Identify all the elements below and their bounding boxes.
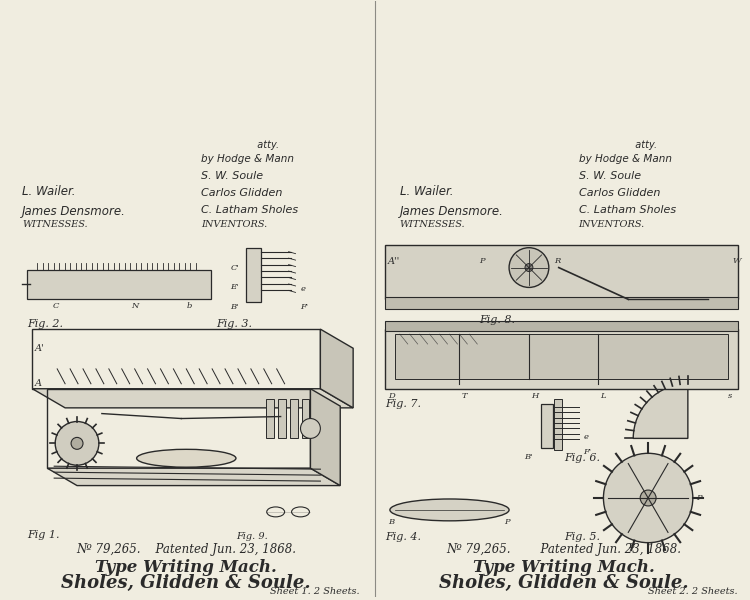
Text: S. W. Soule: S. W. Soule [201, 171, 263, 181]
Text: A'': A'' [388, 257, 400, 266]
Text: C. Latham Sholes: C. Latham Sholes [201, 205, 298, 215]
Text: atty.: atty. [201, 140, 279, 151]
Text: B': B' [524, 453, 532, 461]
Text: by Hodge & Mann: by Hodge & Mann [578, 154, 671, 164]
Text: Fig. 9.: Fig. 9. [236, 532, 268, 541]
Text: F': F' [584, 448, 592, 457]
Ellipse shape [390, 499, 509, 521]
FancyBboxPatch shape [541, 404, 553, 448]
Text: Nº 79,265.    Patented Jun. 23, 1868.: Nº 79,265. Patented Jun. 23, 1868. [76, 542, 296, 556]
Circle shape [640, 490, 656, 506]
Text: P: P [504, 518, 510, 526]
Text: Fig. 3.: Fig. 3. [216, 319, 252, 329]
FancyBboxPatch shape [278, 398, 286, 439]
Text: Fig. 6.: Fig. 6. [564, 453, 600, 463]
Text: Carlos Glidden: Carlos Glidden [201, 188, 283, 198]
FancyBboxPatch shape [554, 398, 562, 451]
Text: Nº 79,265.        Patented Jun. 23, 1868.: Nº 79,265. Patented Jun. 23, 1868. [446, 542, 681, 556]
Text: Fig 1.: Fig 1. [28, 530, 60, 540]
FancyBboxPatch shape [394, 334, 728, 379]
FancyBboxPatch shape [302, 398, 310, 439]
Text: L: L [601, 392, 606, 400]
Wedge shape [633, 384, 688, 439]
Text: T: T [461, 392, 467, 400]
FancyBboxPatch shape [385, 321, 737, 331]
Text: F': F' [301, 303, 308, 311]
FancyBboxPatch shape [385, 298, 737, 309]
Text: L. Wailer.: L. Wailer. [22, 185, 76, 198]
Ellipse shape [136, 449, 236, 467]
Text: b: b [186, 302, 192, 310]
Text: B': B' [230, 303, 239, 311]
Circle shape [509, 248, 549, 287]
Text: WITNESSES.: WITNESSES. [22, 220, 88, 229]
Circle shape [604, 453, 693, 542]
Text: James Densmore.: James Densmore. [22, 205, 126, 218]
Text: Sholes, Glidden & Soule.: Sholes, Glidden & Soule. [439, 574, 688, 592]
Text: Sholes, Glidden & Soule.: Sholes, Glidden & Soule. [62, 574, 311, 592]
Text: Type Writing Mach.: Type Writing Mach. [95, 559, 278, 575]
Text: R: R [554, 257, 560, 265]
Text: W: W [733, 257, 741, 265]
Text: INVENTORS.: INVENTORS. [578, 220, 645, 229]
Text: s: s [728, 392, 732, 400]
Text: Fig. 7.: Fig. 7. [385, 398, 421, 409]
Text: Fig. 2.: Fig. 2. [28, 319, 64, 329]
Text: Fig. 8.: Fig. 8. [479, 315, 515, 325]
FancyBboxPatch shape [246, 248, 261, 302]
Text: C: C [53, 302, 58, 310]
Text: C': C' [230, 263, 239, 272]
Text: L. Wailer.: L. Wailer. [400, 185, 453, 198]
Text: e: e [301, 286, 305, 293]
FancyBboxPatch shape [385, 245, 737, 299]
Text: Type Writing Mach.: Type Writing Mach. [472, 559, 655, 575]
Text: e: e [584, 433, 589, 442]
Text: P: P [479, 257, 485, 265]
Polygon shape [47, 468, 340, 485]
Text: James Densmore.: James Densmore. [400, 205, 504, 218]
Circle shape [525, 263, 533, 272]
FancyBboxPatch shape [28, 269, 211, 299]
FancyBboxPatch shape [385, 329, 737, 389]
Text: E': E' [230, 283, 239, 292]
Text: S. W. Soule: S. W. Soule [578, 171, 640, 181]
Circle shape [301, 419, 320, 439]
Text: P: P [696, 494, 701, 502]
Text: WITNESSES.: WITNESSES. [400, 220, 466, 229]
Text: H: H [531, 392, 538, 400]
Text: Sheet 1. 2 Sheets.: Sheet 1. 2 Sheets. [271, 587, 360, 596]
Text: Sheet 2. 2 Sheets.: Sheet 2. 2 Sheets. [648, 587, 737, 596]
Text: D: D [388, 392, 394, 400]
Circle shape [71, 437, 83, 449]
Text: Fig. 5.: Fig. 5. [564, 532, 600, 542]
Polygon shape [320, 329, 353, 408]
Polygon shape [32, 389, 353, 408]
Text: Fig. 4.: Fig. 4. [385, 532, 421, 542]
Text: B: B [388, 518, 394, 526]
FancyBboxPatch shape [290, 398, 298, 439]
Text: C. Latham Sholes: C. Latham Sholes [578, 205, 676, 215]
Polygon shape [310, 389, 340, 485]
Text: A: A [34, 379, 41, 388]
Text: Carlos Glidden: Carlos Glidden [578, 188, 660, 198]
Text: B: B [628, 542, 634, 550]
Circle shape [56, 422, 99, 465]
Text: by Hodge & Mann: by Hodge & Mann [201, 154, 294, 164]
Text: INVENTORS.: INVENTORS. [201, 220, 268, 229]
Text: A': A' [34, 344, 44, 353]
Text: atty.: atty. [578, 140, 657, 151]
Text: N: N [132, 302, 139, 310]
FancyBboxPatch shape [266, 398, 274, 439]
